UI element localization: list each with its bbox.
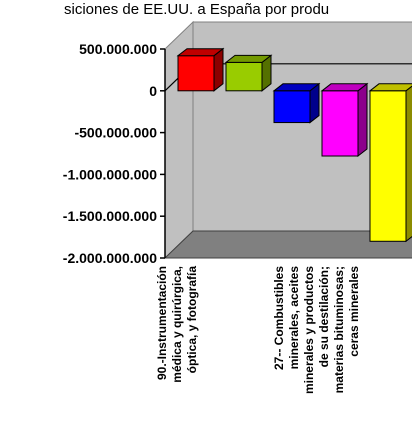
x-category-label-line: médica y quirúrgica, bbox=[170, 266, 184, 383]
x-category-label-line: materias bituminosas; bbox=[332, 266, 346, 393]
x-category-label-line: 27-- Combustibles bbox=[272, 266, 286, 370]
y-tick-label: -1.500.000.000 bbox=[63, 208, 157, 224]
bar-1 bbox=[176, 47, 225, 92]
y-tick-label: -1.000.000.000 bbox=[63, 166, 157, 182]
bar-top bbox=[224, 54, 273, 63]
bar-side bbox=[405, 85, 412, 243]
bar-2 bbox=[224, 54, 273, 92]
bar-3 bbox=[272, 82, 321, 124]
x-category-label-line: minerales y productos bbox=[302, 266, 316, 394]
x-category-label-line: 90.-Instrumentación bbox=[155, 266, 169, 380]
bar-5 bbox=[368, 83, 412, 243]
x-axis-category-labels: 90.-Instrumentación médica y quirúrgica, ó… bbox=[155, 266, 361, 394]
x-category-label-line: óptica, y fotografía bbox=[185, 266, 199, 374]
bar-front bbox=[369, 90, 407, 242]
bars bbox=[176, 47, 412, 243]
bar-front bbox=[273, 90, 311, 124]
y-tick-label: -2.000.000.000 bbox=[63, 250, 157, 266]
bar-front bbox=[177, 55, 215, 92]
bar-top bbox=[272, 83, 321, 92]
bar-top bbox=[320, 83, 369, 92]
y-tick-label: 500.000.000 bbox=[79, 41, 157, 57]
bar-top bbox=[176, 48, 225, 57]
chart-title: siciones de EE.UU. a España por produ bbox=[64, 1, 329, 18]
bar-top bbox=[368, 83, 412, 92]
y-axis-ticks: 500.000.000 0 -500.000.000 -1.000.000.000 -1… bbox=[63, 41, 166, 266]
x-category-label-line: minerales, aceites bbox=[287, 266, 301, 370]
bar-side bbox=[357, 82, 368, 158]
x-category-label-line: ceras minerales bbox=[347, 266, 361, 357]
bar-front bbox=[321, 90, 359, 157]
y-tick-label: -500.000.000 bbox=[74, 125, 157, 141]
x-category-label-line: de su destilación; bbox=[317, 266, 331, 367]
y-tick-label: 0 bbox=[149, 83, 157, 99]
bar-4 bbox=[320, 82, 369, 158]
bar-front bbox=[225, 61, 263, 92]
floor bbox=[163, 230, 412, 259]
